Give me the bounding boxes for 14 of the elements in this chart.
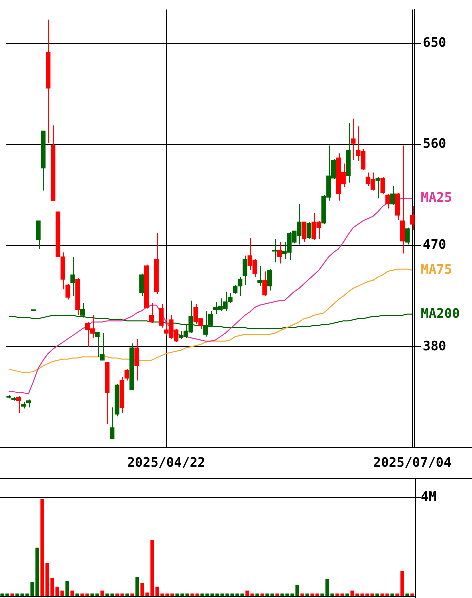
- y-tick-label: 380: [423, 339, 447, 354]
- y-tick-label: 470: [423, 238, 447, 254]
- series-label: MA75: [421, 262, 452, 278]
- text: 4M: [421, 490, 437, 505]
- bar: [66, 581, 70, 597]
- x-tick-label: 2025/07/04: [373, 456, 452, 472]
- series-label: MA200: [421, 306, 460, 322]
- bar: [136, 577, 140, 597]
- y-tick-label: 560: [423, 137, 447, 152]
- x-tick-label: 2025/04/22: [127, 456, 206, 472]
- candlestick: [100, 332, 105, 361]
- candlestick: [351, 118, 356, 161]
- series-label: MA25: [421, 190, 452, 206]
- y-tick-label: 650: [423, 36, 447, 51]
